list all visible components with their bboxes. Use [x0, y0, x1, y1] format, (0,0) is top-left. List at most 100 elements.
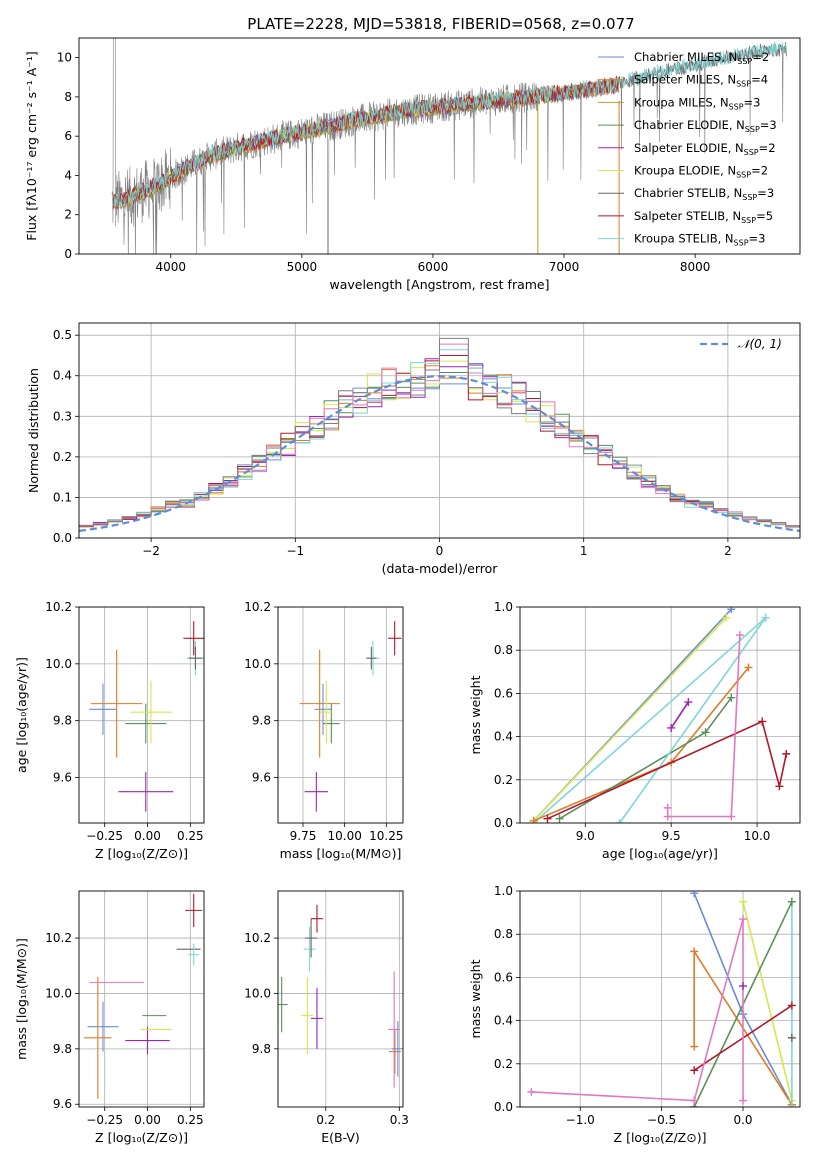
errorbar-point	[310, 987, 323, 1049]
massweight-point-marker	[684, 698, 693, 707]
massweight-point-marker	[739, 982, 748, 991]
mass_vs_Z-panel: −0.25 0.00 0.25 9.6 9.8 10.0 10.2 Z [log₁₀(Z/Z⊙…	[14, 890, 205, 1145]
mass_vs_ebv-frame	[277, 890, 404, 1108]
massweight-point-marker	[555, 814, 564, 823]
massweight-point-marker	[761, 613, 770, 622]
massweight_vs_age-plot-area	[520, 607, 800, 823]
errorbar-point	[314, 683, 332, 735]
massweight-series-line	[547, 720, 788, 820]
spectrum-xtick-label: 7000	[549, 260, 580, 274]
spectrum-frame	[78, 37, 801, 255]
massweight-point-marker	[543, 814, 552, 823]
age_vs_Z-xtick-label: 0.25	[177, 829, 204, 843]
hist-step-line	[79, 337, 800, 538]
massweight-point-marker	[690, 1066, 699, 1075]
spectrum-model-line	[112, 41, 787, 208]
errorbar-point	[391, 1021, 403, 1077]
spectrum-ytick-label: 10	[57, 51, 72, 65]
spectrum-xtick-label: 5000	[287, 260, 318, 274]
residual_hist-panel: −2 −1 0 1 2 0.0 0.1 0.2 0.3 0.4 0.5 (data-model)/er…	[26, 322, 801, 576]
errorbar-point	[125, 1026, 170, 1055]
errorbar-point	[89, 683, 117, 735]
mass_vs_Z-xtick-label: −0.25	[86, 1113, 123, 1127]
mass_vs_ebv-ytick-label: 9.8	[252, 1042, 271, 1056]
residual_hist-ytick-label: 0.1	[53, 490, 72, 504]
massweight-point-marker	[663, 803, 672, 812]
massweight-point-marker	[727, 607, 736, 614]
errorbar-point	[320, 680, 333, 744]
errorbar-point	[278, 976, 288, 1033]
age_vs_mass-xtick-label: 10.00	[327, 829, 361, 843]
massweight-point-marker	[775, 782, 784, 791]
age_vs_mass-ytick-label: 9.8	[252, 714, 271, 728]
legend-entry: Chabrier MILES, NSSP=2	[634, 50, 769, 66]
massweight-point-marker	[667, 723, 676, 732]
massweight_vs_Z-ylabel: mass weight	[468, 959, 483, 1038]
massweight_vs_Z-xtick-label: −1.0	[566, 1113, 595, 1127]
massweight_vs_age-ytick-label: 0.6	[494, 686, 513, 700]
age_vs_Z-ytick-label: 9.6	[53, 771, 72, 785]
age_vs_mass-frame	[277, 606, 404, 824]
massweight_vs_Z-xtick-label: −0.5	[647, 1113, 676, 1127]
age_vs_Z-frame	[78, 606, 205, 824]
spectrum-ytick-label: 2	[64, 208, 72, 222]
spectrum-xtick-label: 6000	[418, 260, 449, 274]
massweight_vs_Z-ytick-label: 1.0	[494, 884, 513, 898]
massweight-point-marker	[744, 663, 753, 672]
spectrum-ytick-label: 4	[64, 168, 72, 182]
age_vs_Z-xtick-label: −0.25	[86, 829, 123, 843]
mass_vs_Z-ytick-label: 9.8	[53, 1042, 72, 1056]
errorbar-point	[388, 1029, 401, 1074]
massweight_vs_Z-xtick-label: 0.0	[733, 1113, 752, 1127]
massweight-point-marker	[782, 749, 791, 758]
mass_vs_ebv-ytick-label: 10.0	[244, 986, 271, 1000]
massweight-series-line	[531, 918, 744, 1102]
massweight_vs_Z-panel: −1.0 −0.5 0.0 0.0 0.2 0.4 0.6 0.8 1.0 Z [log₁₀(Z/…	[468, 884, 801, 1145]
age_vs_mass-xtick-label: 9.75	[290, 829, 317, 843]
mass_vs_Z-ytick-label: 9.6	[53, 1097, 72, 1111]
residual_hist-ytick-label: 0.5	[53, 328, 72, 342]
age_vs_mass-plot-area	[278, 607, 403, 823]
massweight_vs_age-ytick-label: 0.4	[494, 730, 513, 744]
age_vs_Z-xlabel: Z [log₁₀(Z/Z⊙)]	[95, 846, 188, 861]
spectrum-ytick-label: 8	[64, 90, 72, 104]
massweight_vs_age-xlabel: age [log₁₀(age/yr)]	[602, 846, 718, 861]
legend-entry: 𝒩(0, 1)	[738, 337, 782, 351]
residual_hist-ytick-label: 0.4	[53, 369, 72, 383]
errorbar-point	[118, 771, 174, 812]
massweight_vs_Z-ytick-label: 0.0	[494, 1100, 513, 1114]
spectrum-ytick-label: 0	[64, 247, 72, 261]
mass_vs_ebv-plot-area	[278, 891, 403, 1107]
residual_hist-xtick-label: −1	[286, 544, 304, 558]
massweight-point-marker	[529, 816, 538, 823]
age_vs_mass-xtick-label: 10.25	[369, 829, 403, 843]
errorbar-point	[301, 976, 314, 1055]
residual_hist-xtick-label: 2	[724, 544, 732, 558]
massweight-point-marker	[787, 1103, 796, 1107]
massweight-point-marker	[735, 631, 744, 640]
massweight-point-marker	[690, 947, 699, 956]
spectrum-legend: Chabrier MILES, NSSP=2 Salpeter MILES, NS…	[598, 50, 777, 248]
massweight_vs_age-xtick-label: 9.5	[662, 829, 681, 843]
age_vs_Z-ylabel: age [log₁₀(age/yr)]	[14, 657, 29, 773]
residual_hist-xtick-label: 1	[580, 544, 588, 558]
errorbar-point	[188, 646, 203, 670]
residual_hist-ytick-label: 0.3	[53, 409, 72, 423]
legend-entry: Salpeter ELODIE, NSSP=2	[634, 141, 776, 157]
massweight-point-marker	[615, 819, 624, 823]
massweight_vs_age-ytick-label: 0.8	[494, 643, 513, 657]
massweight_vs_age-ytick-label: 0.0	[494, 816, 513, 830]
errorbar-point	[366, 646, 377, 670]
spectrum-panel: 4000 5000 6000 7000 8000 0 2 4 6 8 10 wavelength [A…	[24, 37, 801, 292]
legend-entry: Salpeter STELIB, NSSP=5	[634, 209, 773, 225]
mass_vs_Z-xtick-label: 0.00	[134, 1113, 161, 1127]
age_vs_Z-plot-area	[79, 607, 204, 823]
residual_hist-plot-area	[79, 323, 800, 538]
age_vs_mass-ytick-label: 10.0	[244, 657, 271, 671]
age_vs_Z-panel: −0.25 0.00 0.25 9.6 9.8 10.0 10.2 Z [log₁₀(Z/Z⊙…	[14, 600, 205, 861]
mass_vs_ebv-xlabel: E(B-V)	[321, 1130, 360, 1145]
massweight-point-marker	[758, 717, 767, 726]
errorbar-point	[130, 680, 172, 744]
mass_vs_ebv-panel: 0.2 0.3 9.8 10.0 10.2 E(B-V)	[244, 890, 409, 1145]
